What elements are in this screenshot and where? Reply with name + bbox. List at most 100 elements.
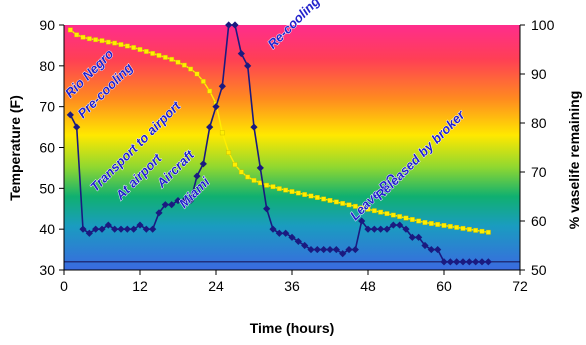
vaselife-point [466,226,472,232]
vaselife-point [321,196,327,202]
vaselife-point [207,88,213,94]
temperature-point [180,196,188,205]
temperature-point [383,225,391,233]
y-tick-label: 80 [39,58,55,74]
temperature-point [130,225,138,233]
temperature-point [339,250,347,258]
temperature-point [415,233,423,241]
vaselife-point [99,38,105,44]
temperature-point [427,245,435,254]
vaselife-point [150,51,156,56]
vaselife-point [447,223,453,229]
y2-tick-label: 60 [531,213,547,229]
temperature-point [282,229,290,237]
vaselife-point [105,39,111,45]
vaselife-point [67,27,73,33]
temperature-point [263,205,271,213]
temperature-point [174,196,182,205]
vaselife-point [74,32,80,38]
y-tick-label: 30 [39,262,55,278]
y-tick-label: 90 [39,17,55,33]
y2-tick-label: 100 [531,17,555,33]
vaselife-point [295,190,301,196]
vaselife-point [308,193,314,199]
y2-tick-label: 50 [531,262,547,278]
y2-axis-title: % vaselife remaining [566,91,582,230]
vaselife-point [378,209,384,215]
temperature-point [111,225,119,233]
vaselife-point [346,202,352,208]
y2-tick-label: 80 [531,115,547,131]
temperature-point [193,172,201,180]
vaselife-point [264,182,270,188]
vaselife-point [435,222,441,227]
temperature-point [307,245,315,254]
temperature-point [453,258,461,266]
x-tick-label: 72 [512,278,528,294]
plot-background [64,25,520,270]
temperature-point [212,103,220,111]
temperature-point [484,258,492,266]
vaselife-point [251,177,257,183]
vaselife-point [124,43,130,49]
temperature-point [85,229,93,237]
vaselife-point [276,186,282,192]
vaselife-point [270,184,276,190]
temperature-point [326,245,334,254]
vaselife-point [416,218,422,224]
temperature-point [288,233,296,241]
x-tick-label: 36 [284,278,300,294]
vaselife-point [422,220,428,225]
temperature-point [206,123,214,131]
vaselife-point [93,37,99,43]
vaselife-point [314,195,320,200]
temperature-point [421,241,429,250]
y-tick-label: 60 [39,140,55,156]
vaselife-point [289,189,295,194]
vaselife-point [390,212,396,218]
temperature-point [187,196,195,205]
vaselife-point [485,229,491,235]
vaselife-point [352,203,358,209]
vaselife-point [359,205,365,211]
vaselife-point [384,211,390,217]
temperature-point [269,225,277,233]
vaselife-point [479,228,485,234]
vaselife-point [86,36,92,42]
y-axis-title: Temperature (F) [7,95,23,201]
temperature-point [123,225,131,233]
temperature-point [472,258,480,266]
temperature-point [370,225,378,233]
vaselife-point [188,66,194,72]
vaselife-point [200,78,206,84]
temperature-point [377,225,385,233]
temperature-point [79,225,87,233]
vaselife-point [454,224,460,230]
temperature-point [275,229,283,237]
vaselife-point [283,187,289,193]
y2-tick-label: 90 [531,66,547,82]
vaselife-point [232,162,238,168]
vaselife-point [409,217,415,222]
temperature-point [396,221,404,229]
temperature-point [149,225,157,233]
vaselife-point [473,227,479,233]
x-tick-label: 12 [132,278,148,294]
temperature-point [73,123,81,131]
temperature-point [332,245,340,254]
temperature-point [168,201,176,209]
vaselife-point [226,149,232,155]
temperature-point [231,21,239,29]
x-tick-label: 60 [436,278,452,294]
vaselife-point [118,42,124,48]
temperature-point [244,62,252,70]
vaselife-point [397,214,403,219]
vaselife-point [112,40,118,46]
vaselife-point [327,198,333,203]
temperature-point [351,245,359,254]
temperature-point [446,258,454,266]
temperature-point [66,111,74,119]
temperature-point [313,245,321,254]
vaselife-point [169,56,175,62]
